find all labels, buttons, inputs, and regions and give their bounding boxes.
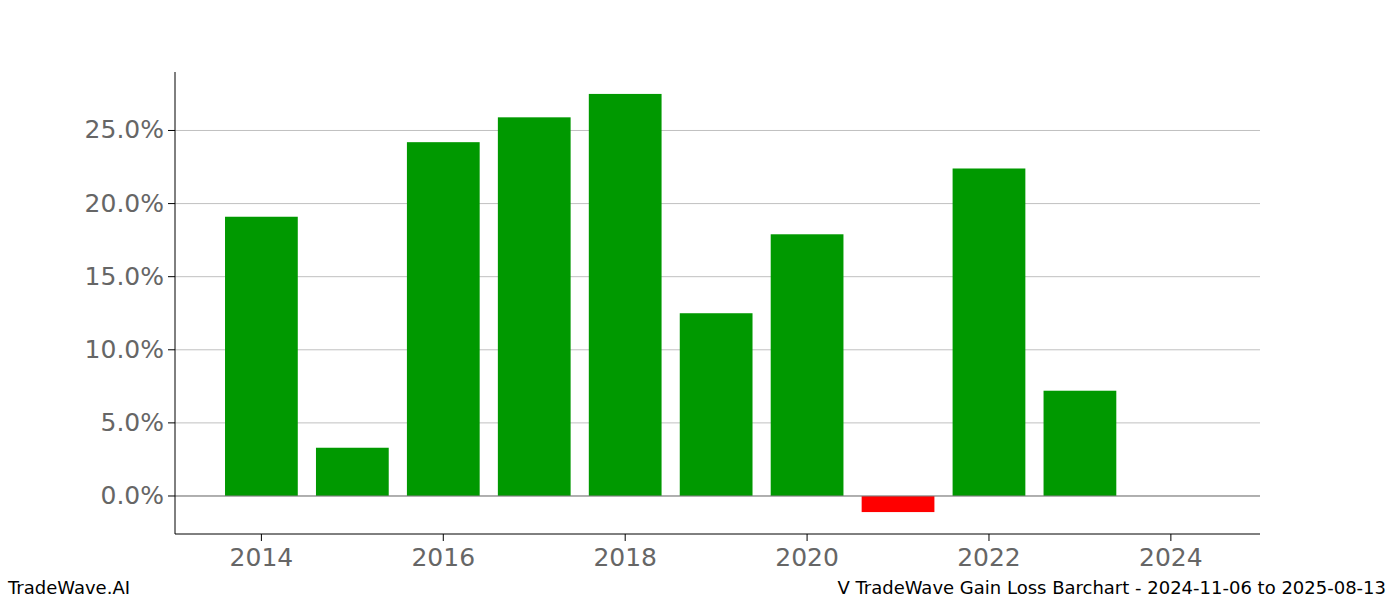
- chart-container: 0.0% 5.0% 10.0% 15.0% 20.0% 25.0% 2014 2016 2018…: [0, 0, 1400, 600]
- grid-line: [175, 495, 1260, 496]
- y-tick-label: 0.0%: [100, 481, 164, 510]
- x-tick-label: 2020: [775, 543, 839, 572]
- bar: [771, 234, 844, 496]
- y-axis-line: [175, 72, 176, 534]
- x-tick-label: 2024: [1139, 543, 1203, 572]
- bar: [680, 313, 753, 496]
- y-tick: [168, 495, 175, 496]
- x-tick-label: 2018: [593, 543, 657, 572]
- x-tick: [988, 534, 989, 541]
- x-tick: [443, 534, 444, 541]
- y-tick: [168, 130, 175, 131]
- bars: [225, 94, 1116, 512]
- y-tick: [168, 203, 175, 204]
- y-tick: [168, 276, 175, 277]
- x-tick: [1170, 534, 1171, 541]
- x-tick: [625, 534, 626, 541]
- y-tick-label: 15.0%: [85, 262, 164, 291]
- bar: [1044, 391, 1117, 496]
- zero-line: [175, 495, 1260, 496]
- bar: [316, 448, 389, 496]
- x-tick-label: 2022: [957, 543, 1021, 572]
- y-tick: [168, 422, 175, 423]
- grid-line: [175, 203, 1260, 204]
- y-tick-label: 20.0%: [85, 189, 164, 218]
- x-tick: [807, 534, 808, 541]
- x-tick: [261, 534, 262, 541]
- footer-right: V TradeWave Gain Loss Barchart - 2024-11…: [837, 577, 1386, 598]
- grid-line: [175, 130, 1260, 131]
- bar: [862, 496, 935, 512]
- bar: [225, 217, 298, 496]
- x-tick-label: 2014: [230, 543, 294, 572]
- bar: [498, 117, 571, 496]
- y-tick-label: 10.0%: [85, 335, 164, 364]
- x-tick-label: 2016: [411, 543, 475, 572]
- y-tick-label: 5.0%: [100, 408, 164, 437]
- bar: [953, 168, 1026, 495]
- bar: [589, 94, 662, 496]
- chart-svg: 0.0% 5.0% 10.0% 15.0% 20.0% 25.0% 2014 2016 2018…: [0, 0, 1400, 600]
- y-tick: [168, 349, 175, 350]
- y-tick-label: 25.0%: [85, 115, 164, 144]
- footer-left: TradeWave.AI: [7, 577, 130, 598]
- x-axis-line: [175, 534, 1260, 535]
- grid-line: [175, 276, 1260, 277]
- bar: [407, 142, 480, 496]
